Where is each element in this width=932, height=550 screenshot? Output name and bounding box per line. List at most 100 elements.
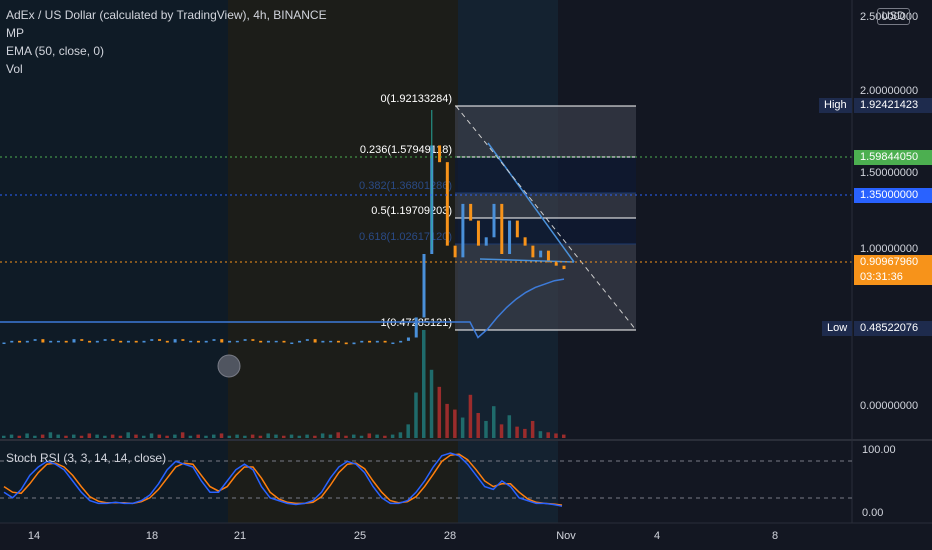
trendline-upper[interactable] bbox=[487, 142, 575, 263]
currency-button[interactable]: USD bbox=[876, 8, 910, 25]
price-candle bbox=[49, 340, 53, 343]
price-candle bbox=[422, 254, 426, 318]
volume-bar bbox=[9, 434, 14, 438]
stoch-rsi-label[interactable]: Stoch RSI (3, 3, 14, 14, close) bbox=[6, 451, 167, 465]
volume-bar bbox=[492, 406, 496, 438]
price-candle bbox=[438, 145, 442, 163]
volume-bar bbox=[188, 435, 193, 438]
price-candle bbox=[484, 237, 488, 246]
legend-mp[interactable]: MP bbox=[6, 26, 24, 40]
volume-bar bbox=[538, 431, 543, 438]
price-candle bbox=[18, 340, 22, 343]
stoch-axis: 100.00 0.00 bbox=[862, 444, 896, 519]
price-candle bbox=[41, 339, 45, 343]
volume-bar bbox=[56, 434, 60, 438]
volume-bar bbox=[336, 432, 340, 438]
volume-bar bbox=[562, 434, 566, 438]
volume-bar bbox=[149, 433, 154, 438]
volume-bar bbox=[429, 369, 434, 438]
price-tick-label: 1.00000000 bbox=[860, 243, 918, 255]
stoch-k-line bbox=[3, 452, 563, 507]
stoch-tick-label: 100.00 bbox=[862, 444, 896, 456]
price-candle bbox=[189, 340, 193, 343]
price-axis[interactable]: 2.50000000 2.00000000 1.50000000 1.00000000… bbox=[860, 11, 918, 412]
volume-bar bbox=[103, 435, 107, 438]
volume-bar bbox=[72, 434, 76, 438]
price-candle bbox=[554, 262, 558, 266]
volume-bar bbox=[250, 434, 255, 438]
price-candle bbox=[321, 340, 325, 343]
price-candle bbox=[500, 203, 504, 254]
price-candle bbox=[204, 340, 208, 343]
volume-bar bbox=[173, 434, 177, 438]
countdown-label: 03:31:36 bbox=[854, 270, 932, 285]
volume-bar bbox=[352, 434, 356, 438]
low-tag: Low bbox=[822, 321, 853, 336]
price-candle bbox=[228, 340, 232, 343]
legend-ema[interactable]: EMA (50, close, 0) bbox=[6, 44, 105, 58]
price-candle bbox=[469, 203, 473, 221]
volume-bar bbox=[204, 435, 208, 438]
price-candle bbox=[453, 245, 457, 258]
price-candle bbox=[305, 339, 309, 341]
price-candle bbox=[274, 340, 278, 343]
volume-bar bbox=[33, 435, 37, 438]
price-candle bbox=[352, 342, 356, 345]
fib-zone bbox=[455, 193, 636, 218]
price-candle bbox=[103, 339, 107, 341]
volume-bar bbox=[17, 435, 22, 438]
price-candle bbox=[298, 340, 302, 343]
price-candle bbox=[290, 342, 294, 345]
price-candle bbox=[523, 237, 527, 246]
price-candle bbox=[391, 342, 395, 345]
price-candle bbox=[235, 340, 239, 343]
volume-bar bbox=[453, 409, 457, 438]
volume-bar bbox=[95, 434, 99, 438]
price-candle bbox=[111, 339, 115, 341]
price-candle bbox=[445, 162, 449, 246]
volume-bar bbox=[414, 392, 418, 438]
volume-bar bbox=[227, 435, 232, 438]
volume-bar bbox=[499, 424, 504, 438]
price-candle bbox=[220, 339, 224, 343]
price-candle bbox=[10, 340, 14, 343]
volume-bar bbox=[126, 432, 130, 438]
fib-retracement[interactable]: 0(1.92133284) 0.236(1.57949118) 0.382(1.36… bbox=[359, 93, 636, 331]
trendline-lower[interactable] bbox=[479, 258, 575, 263]
volume-bar bbox=[305, 434, 309, 438]
price-candle bbox=[368, 340, 372, 343]
price-candle bbox=[33, 339, 37, 341]
trendline-dashed[interactable] bbox=[455, 105, 637, 331]
current-price-label: 0.90967960 bbox=[854, 255, 932, 270]
volume-bar bbox=[165, 435, 169, 438]
time-axis[interactable]: 14 18 21 25 28 Nov 4 8 bbox=[28, 530, 778, 542]
price-tick-label: 2.50000000 bbox=[860, 11, 918, 23]
legend-vol[interactable]: Vol bbox=[6, 62, 23, 76]
price-candle bbox=[251, 339, 255, 341]
volume-bar bbox=[398, 432, 403, 438]
price-candle bbox=[546, 250, 550, 263]
legend-title[interactable]: AdEx / US Dollar (calculated by TradingV… bbox=[6, 8, 327, 22]
stoch-tick-label: 0.00 bbox=[862, 507, 883, 519]
volume-bar bbox=[219, 433, 224, 438]
scroll-handle[interactable] bbox=[217, 354, 241, 378]
volume-bar bbox=[274, 434, 278, 438]
fib-level-label: 0.5(1.19709203) bbox=[371, 205, 452, 217]
volume-bar bbox=[134, 434, 138, 438]
volume-bar bbox=[289, 434, 294, 438]
price-candle bbox=[383, 340, 387, 343]
price-candle bbox=[173, 339, 177, 343]
session-band-3b bbox=[458, 440, 558, 523]
fib-zone bbox=[455, 244, 636, 330]
volume-bar bbox=[40, 434, 45, 438]
price-candle bbox=[181, 339, 185, 341]
volume-bar bbox=[64, 435, 68, 438]
volume-bar bbox=[484, 420, 488, 438]
fib-zone bbox=[455, 106, 636, 157]
time-tick-label: 8 bbox=[772, 530, 778, 542]
volume-bar bbox=[157, 434, 162, 438]
volume-bar bbox=[476, 412, 480, 438]
blue-price-label: 1.35000000 bbox=[854, 188, 932, 203]
volume-bar bbox=[375, 434, 379, 438]
